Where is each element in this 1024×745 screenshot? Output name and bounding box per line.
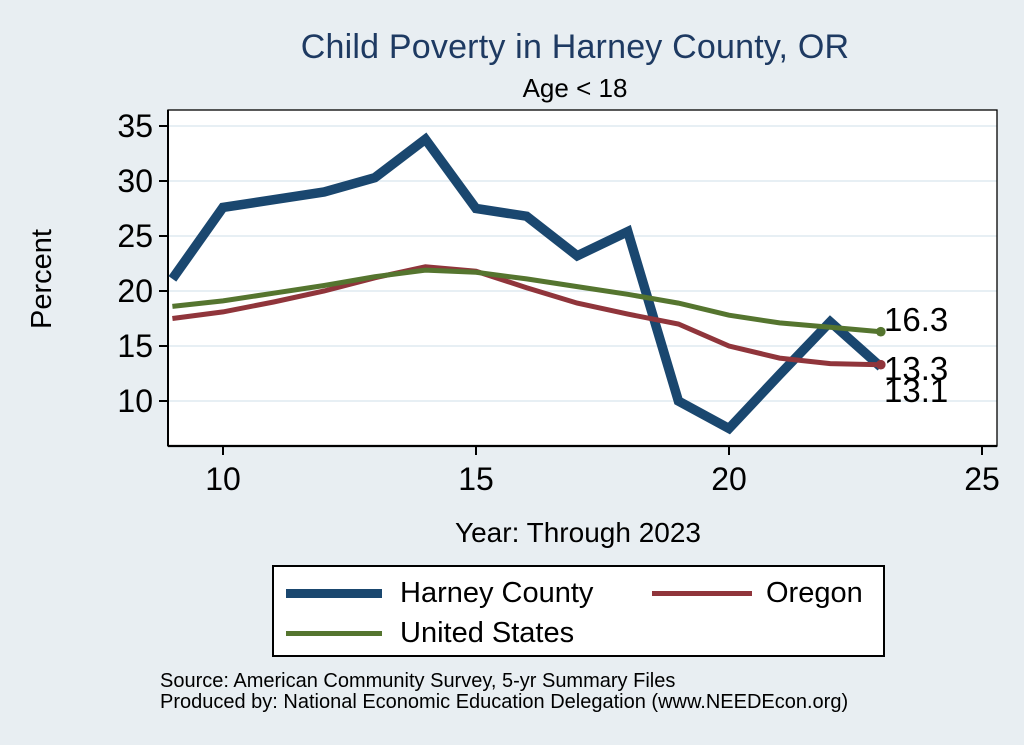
end-marker-oregon (876, 359, 886, 370)
legend-swatch-oregon (652, 591, 752, 596)
x-tick-label-10: 10 (205, 461, 241, 497)
x-tick-label-15: 15 (458, 461, 494, 497)
legend-swatch-harney-county (286, 589, 382, 598)
end-value-label-oregon: 13.3 (884, 350, 949, 387)
series-line-united-states (172, 267, 882, 335)
legend-label-united-states: United States (400, 617, 575, 649)
end-value-label-harney-county: 13.1 (884, 372, 949, 409)
plot-area-background (168, 110, 997, 446)
y-tick-label-10: 10 (117, 383, 153, 419)
y-tick-label-20: 20 (117, 273, 153, 309)
legend-label-oregon: Oregon (766, 577, 863, 609)
y-tick-label-25: 25 (117, 218, 153, 254)
x-tick-label-20: 20 (711, 461, 747, 497)
legend: Harney County Oregon United States (272, 565, 885, 657)
end-value-label-united-states: 16.3 (884, 301, 949, 338)
y-tick-label-30: 30 (117, 163, 153, 199)
series-line-oregon (172, 264, 881, 368)
chart-subtitle: Age < 18 (522, 73, 628, 103)
legend-label-harney-county: Harney County (400, 577, 594, 609)
series-line-harney-county (168, 132, 884, 435)
y-tick-label-15: 15 (117, 328, 153, 364)
x-axis-title: Year: Through 2023 (455, 517, 701, 548)
end-marker-united-states (876, 326, 886, 337)
footer-produced-by-note: Produced by: National Economic Education… (160, 691, 849, 713)
chart-title: Child Poverty in Harney County, OR (300, 28, 850, 66)
x-tick-label-25: 25 (964, 461, 1000, 497)
footer-source-note: Source: American Community Survey, 5-yr … (160, 670, 676, 692)
legend-swatch-united-states (286, 631, 382, 636)
y-tick-label-35: 35 (117, 108, 153, 144)
